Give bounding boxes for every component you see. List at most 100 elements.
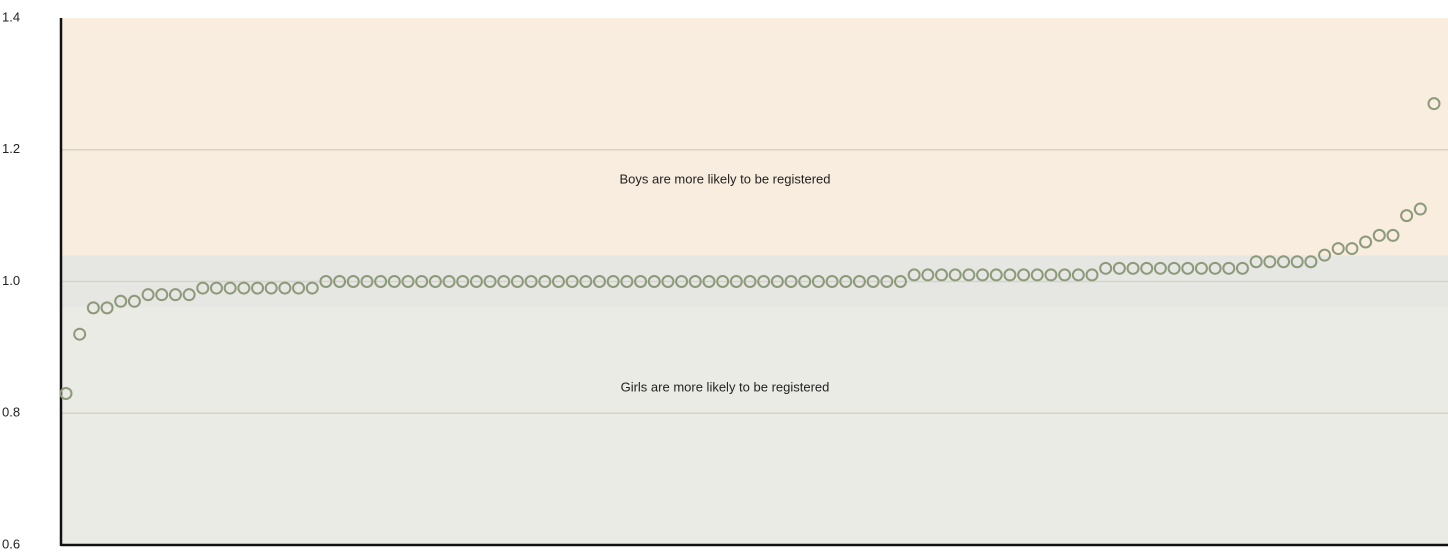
dot [196, 281, 210, 295]
band [61, 307, 1448, 545]
dot [538, 275, 552, 288]
dot [948, 268, 962, 282]
dot [209, 281, 223, 295]
dot [839, 275, 853, 288]
dot [593, 275, 607, 288]
dot [866, 275, 880, 288]
dot [442, 275, 456, 288]
dot [1208, 261, 1222, 275]
dot [1249, 255, 1263, 269]
dot [251, 281, 265, 295]
dot [811, 275, 825, 288]
dot [1386, 228, 1400, 242]
dot [770, 275, 784, 288]
dot [73, 327, 87, 341]
dot [989, 268, 1003, 282]
dot [1017, 268, 1031, 282]
dot [1345, 242, 1359, 256]
dot [1277, 255, 1291, 269]
dot [1194, 261, 1208, 275]
dot [360, 275, 374, 288]
dot [59, 386, 73, 400]
dot [182, 288, 196, 302]
dot [415, 275, 429, 288]
dot [1290, 255, 1304, 269]
dot [1372, 228, 1386, 242]
dot [1140, 261, 1154, 275]
band-label: Boys are more likely to be registered [620, 171, 831, 186]
dot [1235, 261, 1249, 275]
dot [798, 275, 812, 288]
dot [825, 275, 839, 288]
dot [1112, 261, 1126, 275]
dot [1400, 209, 1414, 223]
dot [1167, 261, 1181, 275]
dot [141, 288, 155, 302]
dot [223, 281, 237, 295]
dot [962, 268, 976, 282]
dot [456, 275, 470, 288]
dot [1126, 261, 1140, 275]
dot [675, 275, 689, 288]
dot [524, 275, 538, 288]
dot [1181, 261, 1195, 275]
dot [237, 281, 251, 295]
dot [168, 288, 182, 302]
dot [333, 275, 347, 288]
dot [1071, 268, 1085, 282]
dot [292, 281, 306, 295]
dot [1427, 97, 1441, 111]
dot [702, 275, 716, 288]
dot [729, 275, 743, 288]
dot [551, 275, 565, 288]
dot [1099, 261, 1113, 275]
y-tick-label: 1.0 [2, 273, 20, 288]
dot [1222, 261, 1236, 275]
y-tick-label: 0.8 [2, 405, 20, 420]
dot [387, 275, 401, 288]
dot [880, 275, 894, 288]
dot [606, 275, 620, 288]
dot [852, 275, 866, 288]
dot [1085, 268, 1099, 282]
dot [1318, 248, 1332, 262]
dot [86, 301, 100, 315]
dot [893, 275, 907, 288]
dot [661, 275, 675, 288]
dot [1030, 268, 1044, 282]
band [61, 18, 1448, 256]
dot [757, 275, 771, 288]
dot [976, 268, 990, 282]
y-tick-label: 1.4 [2, 9, 20, 24]
dot [935, 268, 949, 282]
dot [647, 275, 661, 288]
dot [401, 275, 415, 288]
dot [1044, 268, 1058, 282]
y-tick-label: 0.6 [2, 536, 20, 551]
dot [716, 275, 730, 288]
dot [155, 288, 169, 302]
dot [784, 275, 798, 288]
dot [743, 275, 757, 288]
dot [1153, 261, 1167, 275]
dot [579, 275, 593, 288]
dot [319, 275, 333, 288]
dot [374, 275, 388, 288]
dot [100, 301, 114, 315]
y-tick-label: 1.2 [2, 141, 20, 156]
dot [1359, 235, 1373, 249]
dot [921, 268, 935, 282]
dot [428, 275, 442, 288]
dot [278, 281, 292, 295]
dot [620, 275, 634, 288]
dot [483, 275, 497, 288]
dot [305, 281, 319, 295]
dot [346, 275, 360, 288]
dot [688, 275, 702, 288]
dot [1058, 268, 1072, 282]
dot [1304, 255, 1318, 269]
dot [907, 268, 921, 282]
dot [497, 275, 511, 288]
dot [565, 275, 579, 288]
